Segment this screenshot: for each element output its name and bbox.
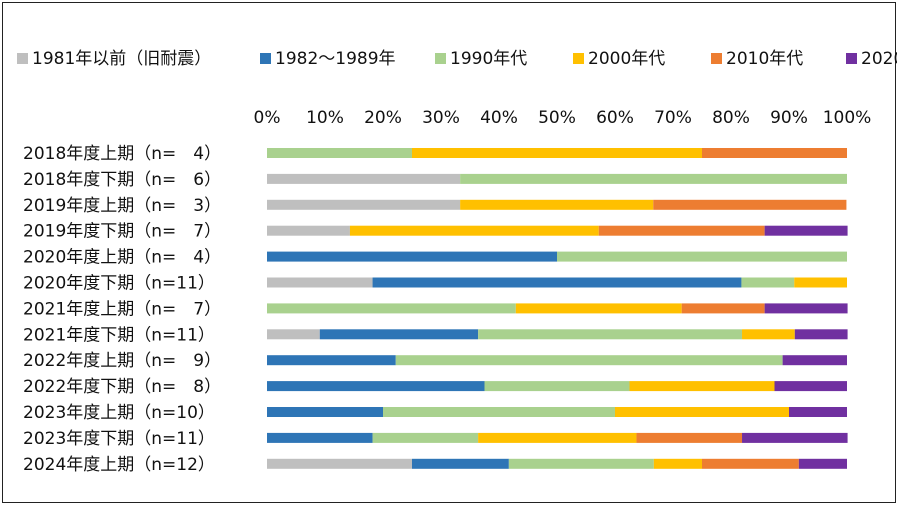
x-tick-label: 40%: [480, 108, 518, 128]
category-label: 2020年度下期（n=11）: [23, 274, 215, 294]
bar-segment: [460, 173, 847, 184]
category-label: 2019年度上期（n= 3）: [23, 196, 221, 216]
bar-segment: [372, 432, 479, 443]
bar-segment: [267, 381, 485, 392]
bar-segment: [319, 329, 479, 340]
bar-segment: [412, 458, 509, 469]
x-tick-label: 10%: [306, 108, 344, 128]
bar-segment: [372, 277, 742, 288]
x-tick-label: 80%: [712, 108, 750, 128]
x-tick-label: 20%: [364, 108, 402, 128]
category-label: 2023年度下期（n=11）: [23, 429, 215, 449]
legend-label: 1982～1989年: [275, 49, 396, 69]
category-label: 2024年度上期（n=12）: [23, 455, 215, 475]
bar-segment: [636, 432, 743, 443]
x-tick-label: 100%: [823, 108, 872, 128]
bar-segment: [267, 199, 461, 210]
category-label: 2019年度下期（n= 7）: [23, 222, 221, 242]
bar-segment: [515, 303, 682, 314]
bar-segment: [460, 199, 654, 210]
category-label: 2018年度下期（n= 6）: [23, 170, 221, 190]
x-tick-label: 50%: [538, 108, 576, 128]
legend-label: 1981年以前（旧耐震）: [32, 49, 211, 69]
legend-label: 2010年代: [726, 49, 803, 69]
bar-segment: [267, 432, 373, 443]
bar-segment: [789, 407, 847, 417]
category-label: 2022年度下期（n= 8）: [23, 377, 221, 397]
category-label: 2018年度上期（n= 4）: [23, 144, 221, 164]
category-label: 2021年度上期（n= 7）: [23, 299, 221, 319]
x-tick-label: 70%: [654, 108, 692, 128]
bar-segment: [478, 329, 743, 340]
legend-swatch: [17, 53, 28, 64]
legend-label: 2020年代: [861, 49, 897, 69]
bar-segment: [267, 407, 383, 417]
bar-segment: [267, 173, 461, 184]
category-label: 2022年度上期（n= 9）: [23, 351, 221, 371]
category-label: 2023年度上期（n=10）: [23, 403, 215, 423]
bar-segment: [484, 381, 630, 392]
bar-segment: [798, 458, 847, 469]
bar-segment: [478, 432, 637, 443]
bar-segment: [267, 148, 412, 158]
legend-swatch: [435, 53, 446, 64]
bar-segment: [653, 199, 847, 210]
bar-segment: [395, 355, 783, 366]
bar-segment: [557, 251, 847, 262]
bar-segment: [412, 148, 702, 158]
bar-segment: [702, 148, 847, 158]
x-tick-label: 90%: [770, 108, 808, 128]
bar-segment: [742, 329, 795, 340]
legend-label: 1990年代: [450, 49, 527, 69]
bar-segment: [267, 251, 557, 262]
bar-segment: [267, 458, 412, 469]
bar-segment: [653, 458, 702, 469]
bar-segment: [267, 277, 373, 288]
bar-segment: [598, 225, 765, 236]
category-label: 2021年度下期（n=11）: [23, 325, 215, 345]
bar-segment: [774, 381, 847, 392]
category-label: 2020年度上期（n= 4）: [23, 248, 221, 268]
bar-segment: [764, 303, 848, 314]
x-tick-label: 30%: [422, 108, 460, 128]
bar-segment: [349, 225, 599, 236]
bar-segment: [742, 432, 848, 443]
bar-segment: [267, 329, 320, 340]
bar-segment: [794, 329, 848, 340]
legend-swatch: [846, 53, 857, 64]
bar-segment: [629, 381, 775, 392]
bar-segment: [702, 458, 799, 469]
bar-segment: [782, 355, 847, 366]
bar-segment: [764, 225, 848, 236]
stacked-bar-chart: 1981年以前（旧耐震） 1982～1989年 1990年代 2000年代 2010年代…: [17, 49, 897, 475]
bar-segment: [615, 407, 789, 417]
legend-label: 2000年代: [588, 49, 665, 69]
legend-swatch: [711, 53, 722, 64]
bar-segment: [741, 277, 795, 288]
bar-segment: [794, 277, 847, 288]
bar-segment: [508, 458, 654, 469]
bar-segment: [267, 303, 516, 314]
bar-segment: [267, 225, 350, 236]
legend-swatch: [260, 53, 271, 64]
bar-segment: [383, 407, 615, 417]
legend-swatch: [573, 53, 584, 64]
x-tick-label: 0%: [254, 108, 281, 128]
bar-segment: [681, 303, 765, 314]
bar-segment: [267, 355, 396, 366]
x-tick-label: 60%: [596, 108, 634, 128]
